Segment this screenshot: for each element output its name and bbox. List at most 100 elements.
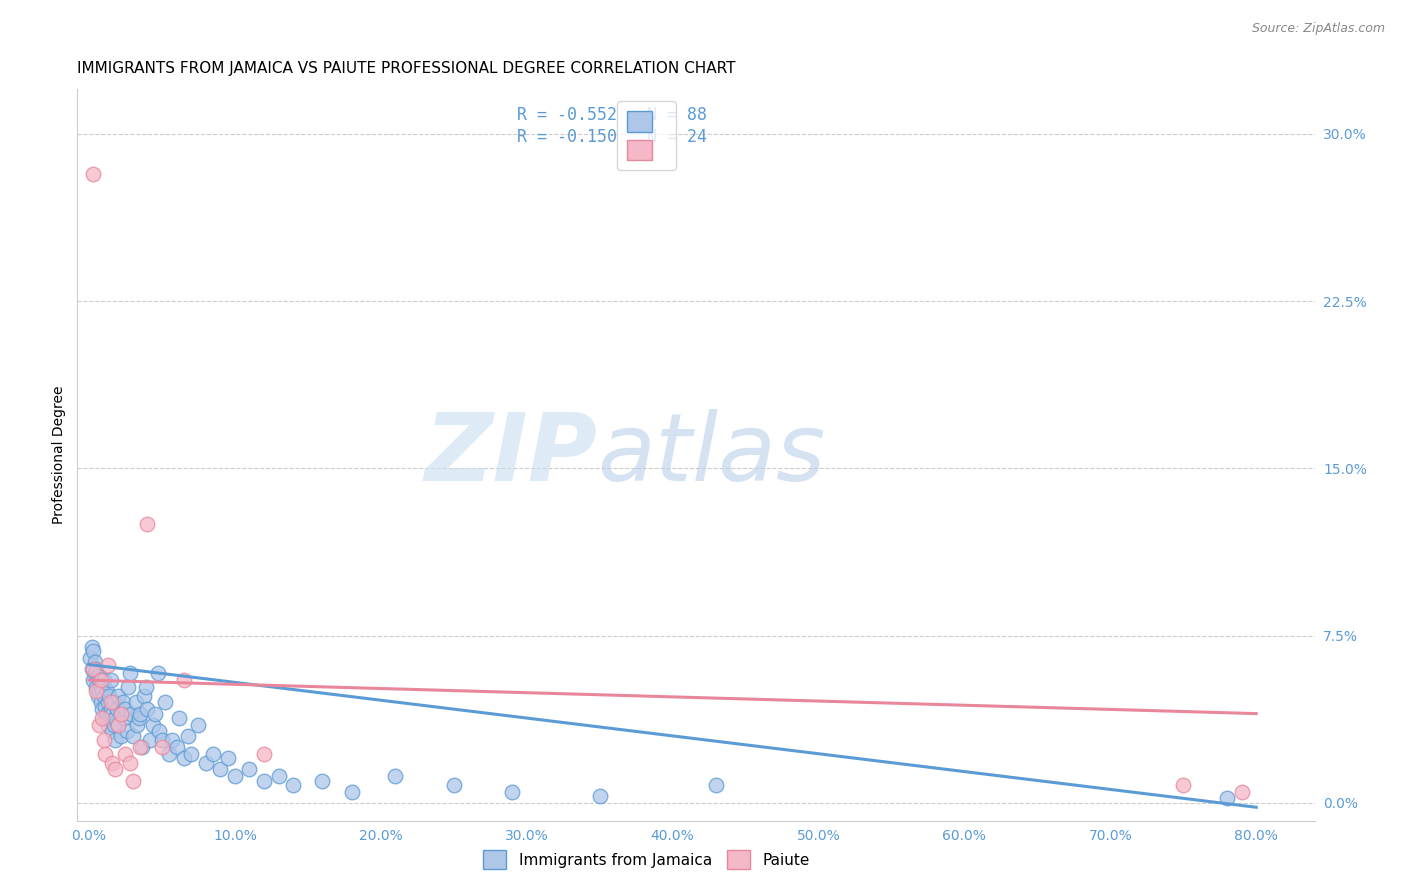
Point [110, 706, 132, 721]
Point [114, 747, 136, 761]
Point [118, 756, 141, 770]
Point [80, 662, 103, 676]
Point [121, 729, 143, 743]
Point [84, 684, 107, 698]
Point [209, 762, 232, 776]
Point [267, 769, 290, 783]
Point [101, 706, 124, 721]
Point [91, 702, 114, 716]
Point [129, 706, 152, 721]
Point [1216, 791, 1239, 805]
Point [104, 733, 127, 747]
Point [91, 711, 114, 725]
Point [110, 729, 132, 743]
Point [706, 778, 728, 792]
Point [84, 662, 107, 676]
Point [112, 711, 135, 725]
Point [93, 689, 115, 703]
Point [87, 669, 110, 683]
Point [131, 740, 153, 755]
Point [134, 689, 156, 703]
Point [115, 724, 138, 739]
Point [311, 773, 333, 788]
Point [87, 689, 110, 703]
Point [283, 778, 305, 792]
Point [82, 662, 104, 676]
Point [224, 769, 246, 783]
Point [177, 729, 200, 743]
Point [89, 673, 111, 687]
Point [98, 711, 121, 725]
Point [101, 756, 124, 770]
Point [83, 666, 105, 681]
Point [82, 167, 104, 181]
Point [107, 689, 129, 703]
Point [103, 696, 125, 710]
Point [82, 673, 104, 687]
Point [157, 747, 180, 761]
Point [253, 747, 276, 761]
Point [91, 684, 114, 698]
Point [111, 696, 134, 710]
Point [93, 673, 115, 687]
Point [107, 717, 129, 731]
Point [125, 696, 148, 710]
Point [104, 711, 127, 725]
Point [100, 673, 122, 687]
Point [101, 724, 124, 739]
Text: Source: ZipAtlas.com: Source: ZipAtlas.com [1251, 22, 1385, 36]
Point [79, 651, 101, 665]
Point [97, 696, 120, 710]
Point [114, 702, 136, 716]
Point [103, 717, 125, 731]
Point [253, 773, 276, 788]
Point [98, 689, 121, 703]
Point [94, 711, 117, 725]
Point [90, 696, 112, 710]
Point [117, 680, 139, 694]
Point [118, 666, 141, 681]
Point [217, 751, 239, 765]
Point [135, 680, 157, 694]
Point [90, 673, 112, 687]
Point [142, 717, 165, 731]
Point [128, 711, 150, 725]
Point [89, 717, 111, 731]
Point [340, 785, 363, 799]
Point [143, 706, 166, 721]
Point [84, 680, 107, 694]
Point [100, 702, 122, 716]
Point [202, 747, 225, 761]
Point [501, 785, 523, 799]
Text: ZIP: ZIP [425, 409, 598, 501]
Point [1173, 778, 1195, 792]
Point [146, 666, 169, 681]
Point [194, 756, 217, 770]
Point [238, 762, 260, 776]
Point [180, 747, 202, 761]
Point [166, 740, 188, 755]
Point [97, 657, 120, 672]
Point [107, 717, 129, 731]
Point [97, 717, 120, 731]
Point [104, 762, 127, 776]
Point [169, 711, 191, 725]
Point [100, 696, 122, 710]
Point [1230, 785, 1253, 799]
Point [96, 684, 118, 698]
Point [94, 699, 117, 714]
Point [160, 733, 183, 747]
Y-axis label: Professional Degree: Professional Degree [52, 385, 66, 524]
Point [173, 673, 195, 687]
Point [82, 644, 104, 658]
Legend: Immigrants from Jamaica, Paiute: Immigrants from Jamaica, Paiute [477, 845, 815, 875]
Point [121, 773, 143, 788]
Point [89, 684, 111, 698]
Point [80, 640, 103, 654]
Point [136, 517, 159, 532]
Text: R = -0.150   N = 24: R = -0.150 N = 24 [516, 128, 707, 145]
Text: R = -0.552   N = 88: R = -0.552 N = 88 [516, 106, 707, 124]
Point [83, 655, 105, 669]
Point [150, 740, 173, 755]
Point [96, 706, 118, 721]
